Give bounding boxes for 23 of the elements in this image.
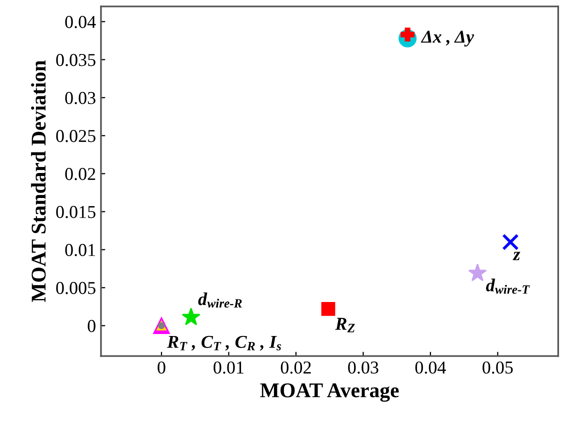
y-tick-label: 0.02	[65, 168, 96, 180]
x-tick-label: 0.02	[280, 361, 311, 374]
y-tick-label: 0.005	[56, 282, 96, 294]
annotation: R$_{T}$ , C$_{T}$ , C$_{R}$ , I$_{s}$	[167, 336, 282, 351]
x-tick-label: 0.03	[348, 361, 378, 374]
annotation: R$_{Z}$	[335, 318, 355, 332]
x-axis-title: MOAT Average	[260, 383, 399, 402]
y-tick-label: 0.025	[56, 130, 96, 142]
annotation: d$_{wire‐R}$	[198, 292, 242, 308]
y-axis-title: MOAT Standard Deviation	[31, 60, 46, 302]
y-tick-label: 0	[88, 320, 96, 332]
y-tick-label: 0.035	[56, 54, 96, 66]
x-tick-label: 0.04	[415, 361, 446, 374]
x-tick-label: 0	[158, 361, 166, 374]
x-tick-label: 0.05	[482, 361, 513, 374]
y-tick-label: 0.015	[56, 206, 96, 218]
y-tick-label: 0.04	[65, 16, 96, 28]
annotation: Δx , Δy	[420, 30, 474, 47]
y-tick-label: 0.03	[65, 92, 96, 104]
annotation: z	[512, 252, 520, 260]
y-tick-label: 0.01	[65, 244, 96, 256]
annotation: d$_{wire‐T}$	[486, 278, 530, 294]
x-tick-label: 0.01	[214, 361, 244, 374]
